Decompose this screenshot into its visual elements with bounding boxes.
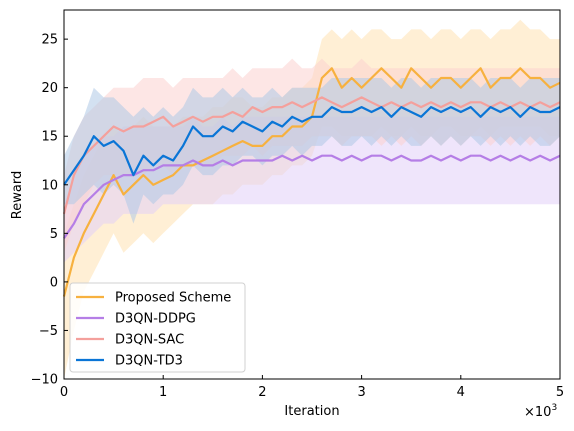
x-tick-label: 0 — [60, 385, 68, 400]
x-tick-label: 1 — [159, 385, 167, 400]
y-tick-label: 25 — [41, 33, 58, 48]
y-tick-label: 10 — [41, 178, 58, 193]
y-tick-label: 0 — [50, 275, 58, 290]
x-tick-label: 3 — [357, 385, 365, 400]
legend-label-d3qn-ddpg: D3QN-DDPG — [115, 312, 196, 327]
legend-box — [69, 282, 246, 373]
legend-label-d3qn-sac: D3QN-SAC — [115, 333, 184, 348]
y-tick-label: 5 — [50, 227, 58, 242]
plot-frame — [63, 9, 561, 380]
series-lines — [62, 67, 561, 297]
line-d3qn-td3 — [63, 105, 561, 186]
x-tick-label: 2 — [258, 385, 266, 400]
legend-label-d3qn-td3: D3QN-TD3 — [115, 354, 183, 369]
legend-label-proposed-scheme: Proposed Scheme — [115, 291, 231, 306]
line-d3qn-sac — [62, 96, 561, 215]
y-tick-label: 15 — [41, 130, 58, 145]
y-axis-ticks: −10 −5 0 5 10 15 20 25 — [31, 33, 68, 388]
y-tick-label: −10 — [31, 373, 58, 388]
x-tick-label: 5 — [556, 385, 564, 400]
band-d3qn-td3 — [64, 78, 560, 224]
y-tick-label: −5 — [39, 324, 58, 339]
y-tick-label: 20 — [41, 81, 58, 96]
x-axis-title: Iteration — [284, 404, 339, 419]
line-d3qn-ddpg — [63, 154, 561, 239]
x-scale-multiplier: ×103 — [524, 403, 557, 420]
x-tick-label: 4 — [457, 385, 465, 400]
x-axis-ticks: 0 1 2 3 4 5 — [60, 375, 564, 400]
y-axis-title: Reward — [10, 171, 25, 219]
legend: Proposed Scheme D3QN-DDPG D3QN-SAC D3QN-TD3 — [69, 282, 246, 373]
